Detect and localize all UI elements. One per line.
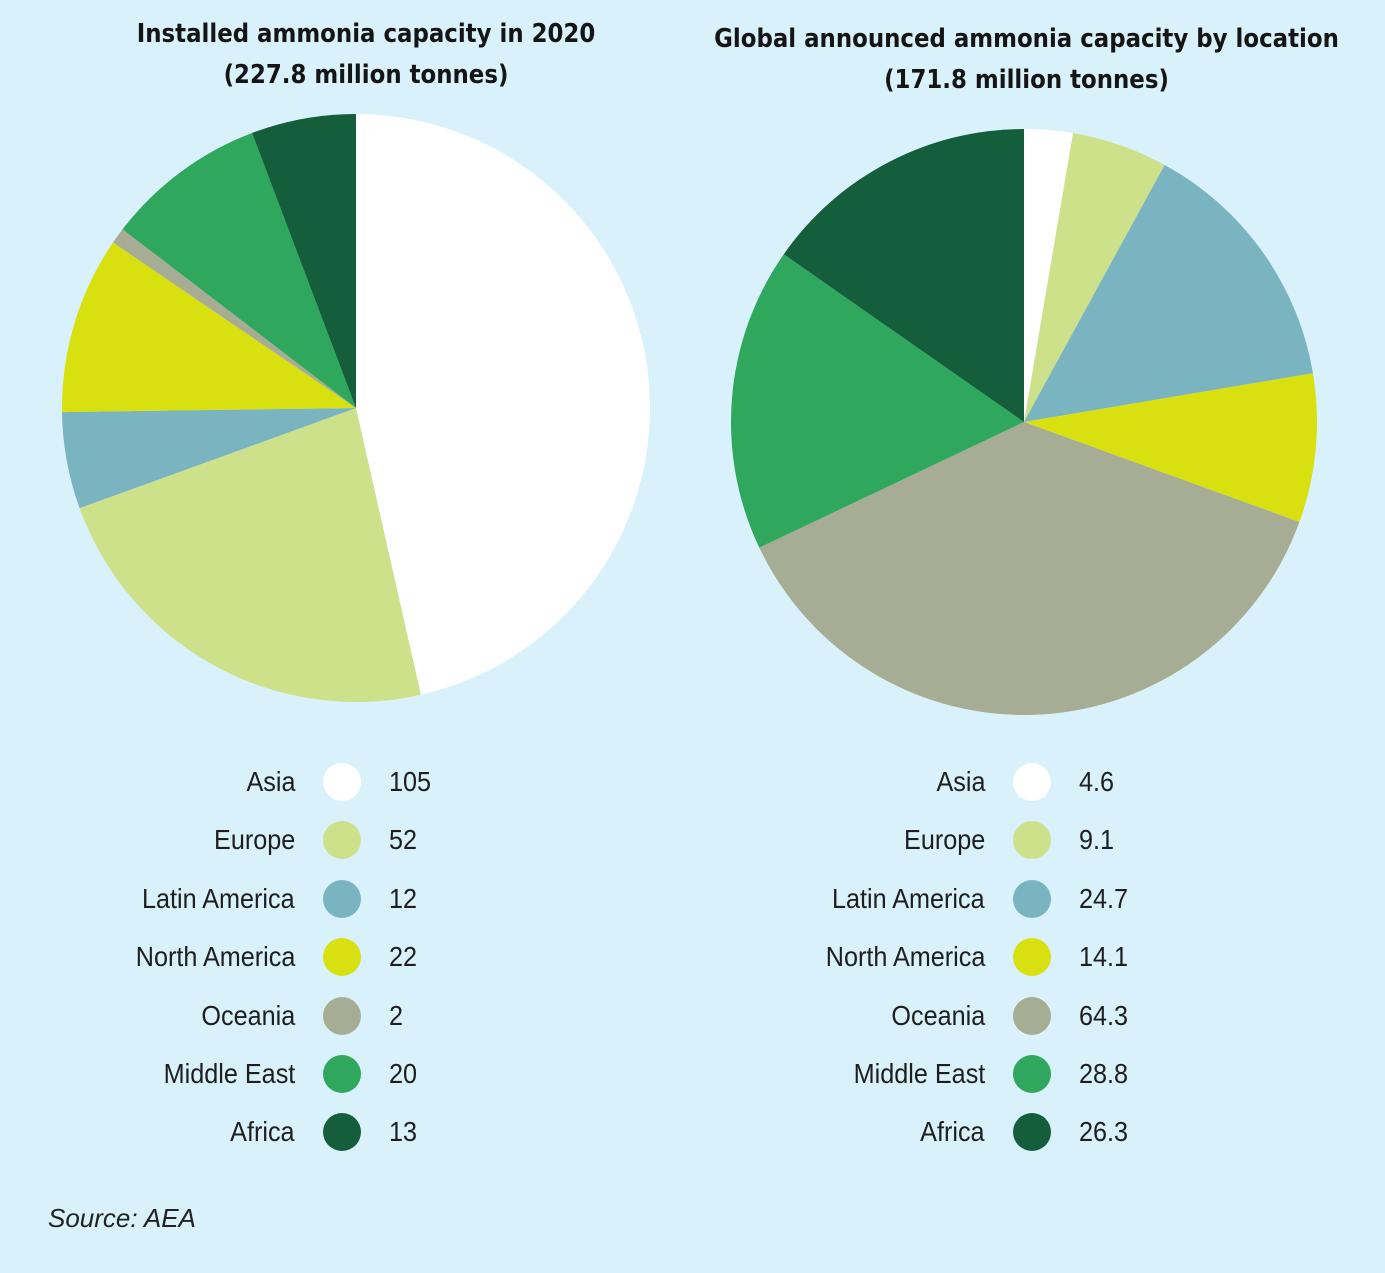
legend-value: 2 <box>389 999 404 1031</box>
legend-swatch <box>1013 1113 1051 1152</box>
chart-title-line-1: Installed ammonia capacity in 2020 <box>136 19 596 49</box>
pie-slice-asia <box>1024 129 1074 422</box>
legend-announced: Asia 4.6 Europe 9.1 Latin America 24.7 North A… <box>750 753 1170 1162</box>
chart-title-announced: Global announced ammonia capacity by loc… <box>711 19 1342 101</box>
legend-installed: Asia 105 Europe 52 Latin America 12 North Amer… <box>60 753 480 1162</box>
legend-value: 14.1 <box>1079 941 1129 973</box>
pie-slice-middle-east <box>122 132 356 408</box>
legend-item-asia: Asia 105 <box>60 753 480 811</box>
legend-value: 24.7 <box>1079 882 1129 914</box>
legend-label: Africa <box>920 1116 985 1148</box>
legend-value: 13 <box>389 1116 418 1148</box>
pie-slice-europe <box>79 408 421 702</box>
pie-chart-installed <box>62 114 650 702</box>
pie-slice-europe <box>1024 133 1165 423</box>
pie-chart-announced <box>731 129 1317 715</box>
legend-swatch <box>323 938 361 977</box>
pie-slice-asia <box>356 114 650 695</box>
legend-label: Oceania <box>891 999 985 1031</box>
legend-label: Latin America <box>832 882 985 914</box>
legend-value: 64.3 <box>1079 999 1129 1031</box>
legend-swatch <box>1013 1054 1051 1093</box>
legend-swatch <box>323 1054 361 1093</box>
chart-title-line-2: (171.8 million tonnes) <box>884 65 1169 95</box>
legend-item-north-america: North America 22 <box>60 928 480 986</box>
legend-label: Asia <box>935 766 985 797</box>
legend-swatch <box>323 879 361 918</box>
legend-value: 28.8 <box>1079 1057 1129 1089</box>
legend-value: 52 <box>389 824 418 856</box>
legend-item-oceania: Oceania 2 <box>60 987 480 1045</box>
legend-value: 22 <box>389 941 418 973</box>
legend-swatch <box>1013 938 1051 977</box>
chart-title-installed: Installed ammonia capacity in 2020 (227.… <box>44 14 688 96</box>
legend-item-latin-america: Latin America 12 <box>60 870 480 928</box>
legend-value: 105 <box>389 766 432 797</box>
legend-label: Europe <box>903 824 985 856</box>
legend-label: Africa <box>230 1116 295 1148</box>
legend-swatch <box>1013 821 1051 860</box>
source-note: Source: AEA <box>48 1203 196 1233</box>
legend-label: North America <box>825 941 985 973</box>
pie-slice-africa <box>783 129 1024 422</box>
pie-slice-north-america <box>62 242 356 413</box>
legend-item-asia: Asia 4.6 <box>750 753 1170 811</box>
legend-label: Europe <box>213 824 295 856</box>
legend-label: Asia <box>245 766 295 797</box>
legend-swatch <box>323 821 361 860</box>
pie-slice-africa <box>252 114 356 408</box>
legend-item-oceania: Oceania 64.3 <box>750 987 1170 1045</box>
legend-label: Latin America <box>142 882 295 914</box>
legend-item-europe: Europe 52 <box>60 811 480 869</box>
legend-item-latin-america: Latin America 24.7 <box>750 870 1170 928</box>
legend-value: 20 <box>389 1057 418 1089</box>
legend-swatch <box>1013 996 1051 1035</box>
pie-slice-middle-east <box>731 254 1024 548</box>
legend-label: Middle East <box>853 1057 985 1089</box>
legend-item-europe: Europe 9.1 <box>750 811 1170 869</box>
pie-slice-latin-america <box>1024 164 1313 423</box>
pie-slice-north-america <box>1024 373 1317 522</box>
chart-title-line-2: (227.8 million tonnes) <box>223 60 509 90</box>
legend-item-middle-east: Middle East 20 <box>60 1045 480 1103</box>
legend-item-africa: Africa 13 <box>60 1103 480 1161</box>
legend-swatch <box>323 763 361 801</box>
pie-slice-oceania <box>112 229 356 408</box>
legend-label: Middle East <box>163 1057 295 1089</box>
legend-label: North America <box>135 941 295 973</box>
legend-item-africa: Africa 26.3 <box>750 1103 1170 1161</box>
legend-value: 9.1 <box>1079 824 1115 856</box>
legend-value: 4.6 <box>1079 766 1115 797</box>
legend-value: 12 <box>389 882 418 914</box>
chart-title-line-1: Global announced ammonia capacity by loc… <box>714 24 1339 54</box>
legend-label: Oceania <box>201 999 295 1031</box>
legend-value: 26.3 <box>1079 1116 1129 1148</box>
legend-item-middle-east: Middle East 28.8 <box>750 1045 1170 1103</box>
legend-item-north-america: North America 14.1 <box>750 928 1170 986</box>
pie-slice-latin-america <box>62 408 356 509</box>
legend-swatch <box>1013 763 1051 801</box>
legend-swatch <box>323 996 361 1035</box>
legend-swatch <box>323 1113 361 1152</box>
pie-slice-oceania <box>759 422 1300 715</box>
legend-swatch <box>1013 879 1051 918</box>
